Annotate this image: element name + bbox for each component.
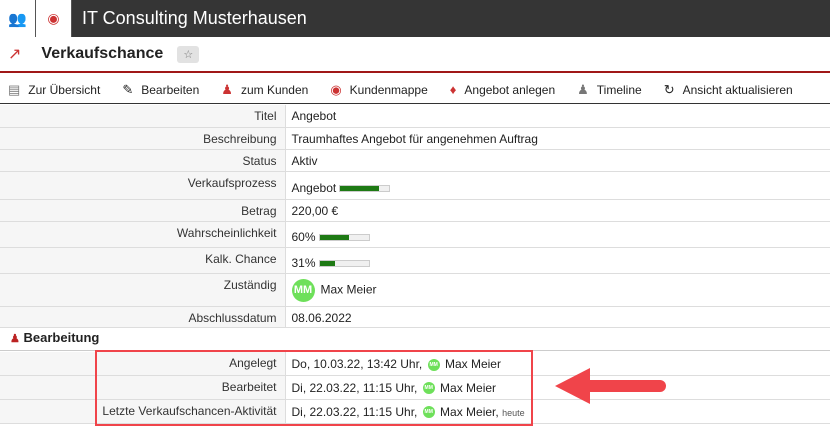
progress-fill <box>319 260 335 266</box>
contacts-icon: 👥 <box>8 10 27 28</box>
section-header: ♟ Bearbeitung <box>0 330 830 351</box>
avatar: MM <box>422 406 435 419</box>
table-row: Titel Angebot <box>0 105 830 128</box>
user-link[interactable]: Max Meier, <box>440 404 499 419</box>
table-row: Verkaufsprozess Angebot <box>0 171 830 200</box>
history-table: Angelegt Do, 10.03.22, 13:42 Uhr, MM Max … <box>0 352 830 424</box>
briefcase-icon: ◉ <box>47 10 60 26</box>
pencil-icon: ✎ <box>122 81 134 97</box>
avatar: MM <box>291 278 315 302</box>
page-title: Verkaufschance <box>41 45 164 62</box>
table-row: Wahrscheinlichkeit 60% <box>0 221 830 248</box>
table-row: Bearbeitet Di, 22.03.22, 11:15 Uhr, MM Ma… <box>0 375 830 400</box>
create-offer-button[interactable]: ♦ Angebot anlegen <box>449 82 556 97</box>
page-header: ↗ Verkaufschance ☆ <box>0 37 830 73</box>
favorite-star-button[interactable]: ☆ <box>177 45 200 63</box>
table-row: Abschlussdatum 08.06.2022 <box>0 306 830 328</box>
edit-button[interactable]: ✎ Bearbeiten <box>122 81 200 97</box>
user-link[interactable]: Max Meier <box>440 380 497 395</box>
customer-icon: ♟ <box>221 81 233 97</box>
overview-button[interactable]: ▤ Zur Übersicht <box>8 81 101 97</box>
refresh-icon: ↻ <box>663 81 675 97</box>
list-icon: ▤ <box>8 81 21 97</box>
table-row: Status Aktiv <box>0 149 830 172</box>
briefcase-tab[interactable]: ◉ <box>36 0 72 37</box>
progress-fill <box>340 185 380 191</box>
toolbar: ▤ Zur Übersicht ✎ Bearbeiten ♟ zum Kunden ◉… <box>0 76 830 104</box>
table-row: Kalk. Chance 31% <box>0 247 830 274</box>
refresh-button[interactable]: ↻ Ansicht aktualisieren <box>663 81 793 97</box>
progress-bar <box>318 259 370 267</box>
table-row: Angelegt Do, 10.03.22, 13:42 Uhr, MM Max … <box>0 352 830 376</box>
contacts-tab[interactable]: 👥 <box>0 0 36 37</box>
customer-folder-button[interactable]: ◉ Kundenmappe <box>330 81 428 97</box>
timeline-button[interactable]: ♟ Timeline <box>577 81 642 97</box>
customer-button[interactable]: ♟ zum Kunden <box>221 81 309 97</box>
top-bar: 👥 ◉ IT Consulting Musterhausen <box>0 0 830 37</box>
progress-fill <box>319 234 349 240</box>
timeline-icon: ♟ <box>577 81 589 97</box>
progress-bar <box>318 233 370 241</box>
user-icon: ♟ <box>10 333 20 345</box>
progress-bar <box>339 184 391 192</box>
table-row: Betrag 220,00 € <box>0 199 830 222</box>
avatar: MM <box>427 358 440 371</box>
table-row: Letzte Verkaufschancen-Aktivität Di, 22.0… <box>0 399 830 424</box>
app-title: IT Consulting Musterhausen <box>82 8 307 28</box>
tag-icon: ♦ <box>449 82 457 97</box>
details-table: Titel Angebot Beschreibung Traumhaftes Ang… <box>0 105 830 328</box>
user-link[interactable]: Max Meier <box>444 357 501 371</box>
folder-icon: ◉ <box>330 81 342 97</box>
user-link[interactable]: Max Meier <box>320 282 377 297</box>
arrow-annotation <box>555 368 666 404</box>
table-row: Beschreibung Traumhaftes Angebot für ange… <box>0 127 830 150</box>
table-row: Zuständig MM Max Meier <box>0 273 830 307</box>
chart-line-icon: ↗ <box>8 46 22 63</box>
avatar: MM <box>422 382 435 395</box>
